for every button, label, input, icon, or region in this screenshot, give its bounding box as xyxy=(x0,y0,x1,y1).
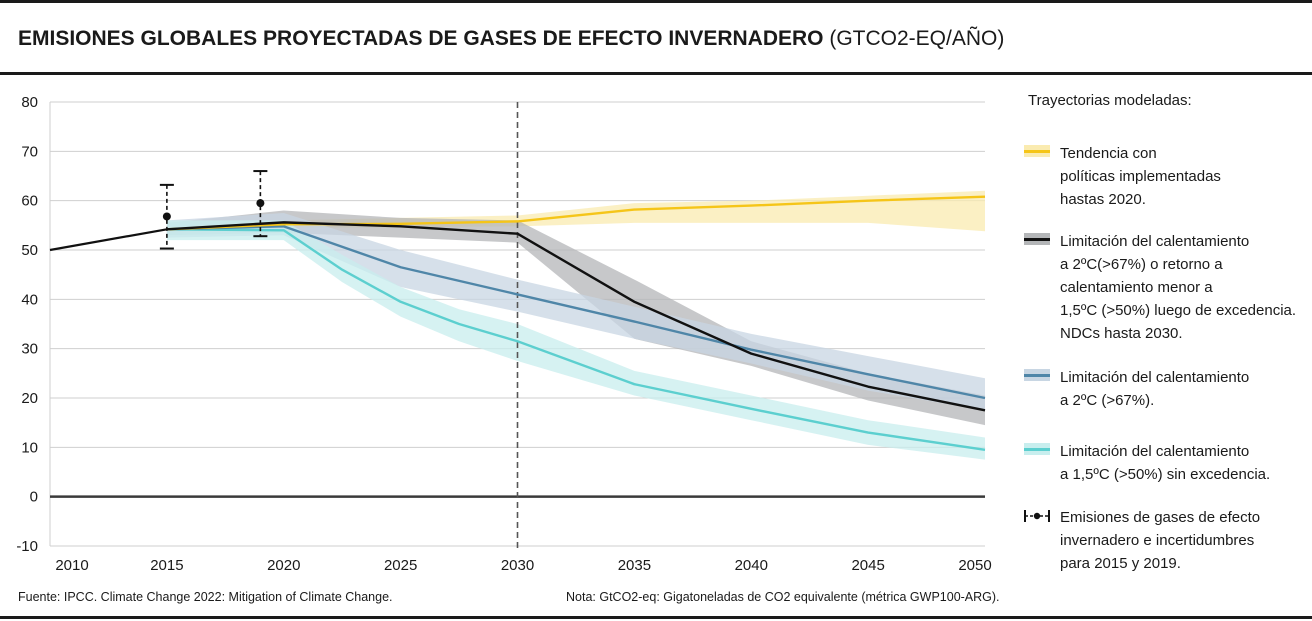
band-2c_ndc xyxy=(166,210,985,426)
y-tick-label: 70 xyxy=(21,143,38,160)
error-bar xyxy=(159,183,174,250)
x-tick-label: 2015 xyxy=(150,557,183,574)
legend-label-errorbars: Emisiones de gases de efecto invernadero… xyxy=(1060,509,1261,572)
band-1_5c xyxy=(166,220,985,460)
x-tick-label: 2030 xyxy=(501,557,534,574)
legend-swatch-2c xyxy=(1024,369,1050,381)
legend-title: Trayectorias modeladas: xyxy=(1028,92,1192,109)
legend-label-1-5c: Limitación del calentamiento a 1,5ºC (>5… xyxy=(1060,443,1271,483)
y-tick-label: 80 xyxy=(21,94,38,111)
top-rule xyxy=(0,0,1312,3)
legend-swatch-policies xyxy=(1024,145,1050,157)
legend-label-2c: Limitación del calentamiento a 2ºC (>67%… xyxy=(1060,369,1250,409)
y-tick-label: 40 xyxy=(21,291,38,308)
error-bar xyxy=(253,170,268,238)
error-bar-point xyxy=(256,199,265,208)
historical-line xyxy=(49,228,168,252)
error-bar-point xyxy=(162,212,171,221)
series-line-policies xyxy=(166,195,986,231)
y-tick-label: 10 xyxy=(21,439,38,456)
legend-line-2c-ndc xyxy=(1024,238,1050,241)
legend-label-policies: Tendencia con políticas implementadas ha… xyxy=(1060,145,1221,208)
legend-label-2c-ndc: Limitación del calentamiento a 2ºC(>67%)… xyxy=(1060,233,1297,342)
legend-line-1-5c xyxy=(1024,448,1050,451)
legend-line-policies xyxy=(1024,150,1050,153)
x-tick-label: 2040 xyxy=(735,557,768,574)
x-tick-label: 2035 xyxy=(618,557,651,574)
y-tick-label: 0 xyxy=(30,489,38,506)
chart-title-unit: (GTCO2-EQ/AÑO) xyxy=(829,27,1005,50)
y-tick-label: -10 xyxy=(16,538,38,555)
series-line-2c xyxy=(166,225,986,400)
x-tick-label: 2025 xyxy=(384,557,417,574)
x-tick-label: 2010 xyxy=(55,557,88,574)
x-tick-label: 2050 xyxy=(958,557,991,574)
bottom-rule xyxy=(0,616,1312,619)
chart-title: EMISIONES GLOBALES PROYECTADAS DE GASES … xyxy=(18,27,1004,51)
footer-note: Nota: GtCO2-eq: Gigatoneladas de CO2 equ… xyxy=(566,590,1000,604)
chart-title-main: EMISIONES GLOBALES PROYECTADAS DE GASES … xyxy=(18,27,824,50)
errorbar-icon xyxy=(1024,510,1050,522)
series-line-1_5c xyxy=(166,228,986,451)
footer-source: Fuente: IPCC. Climate Change 2022: Mitig… xyxy=(18,590,393,604)
header-rule xyxy=(0,72,1312,75)
x-tick-label: 2045 xyxy=(851,557,884,574)
series-line-2c_ndc xyxy=(166,221,986,412)
y-tick-label: 60 xyxy=(21,193,38,210)
legend-line-2c xyxy=(1024,374,1050,377)
x-tick-label: 2020 xyxy=(267,557,300,574)
legend-swatch-2c-ndc xyxy=(1024,233,1050,245)
y-tick-label: 30 xyxy=(21,341,38,358)
legend-swatch-1-5c xyxy=(1024,443,1050,455)
y-tick-label: 20 xyxy=(21,390,38,407)
y-tick-label: 50 xyxy=(21,242,38,259)
